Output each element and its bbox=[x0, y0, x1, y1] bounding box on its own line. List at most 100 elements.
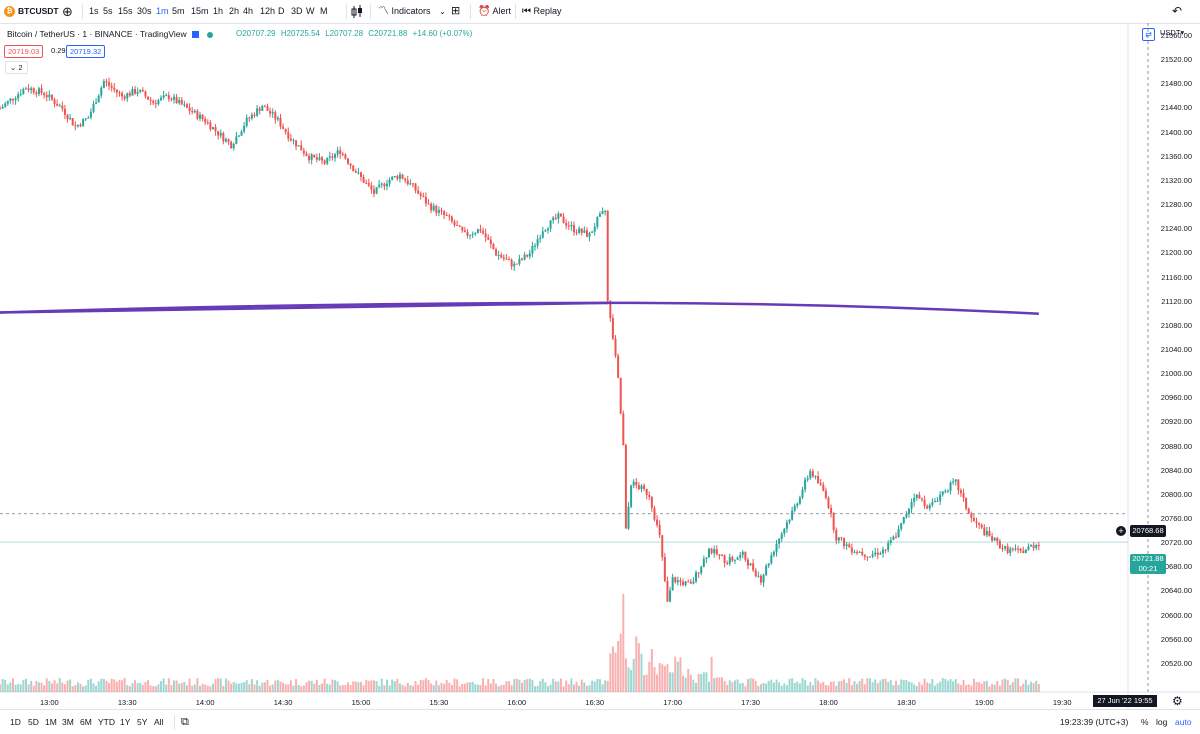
volume-bar bbox=[1035, 680, 1038, 692]
volume-bar bbox=[357, 682, 360, 692]
range-5Y[interactable]: 5Y bbox=[137, 717, 148, 727]
candle-type-icon[interactable] bbox=[351, 0, 365, 23]
candle-body bbox=[274, 112, 277, 120]
candle-body bbox=[321, 157, 324, 161]
alert-button[interactable]: ⏰ Alert bbox=[478, 0, 511, 23]
candle-body bbox=[554, 217, 557, 219]
currency-selector[interactable]: USDT▾ bbox=[1160, 28, 1184, 37]
range-6M[interactable]: 6M bbox=[80, 717, 92, 727]
candle-body bbox=[861, 551, 864, 555]
candle-body bbox=[211, 127, 214, 130]
volume-bar bbox=[546, 686, 549, 692]
candle-body bbox=[809, 471, 812, 479]
legend-title[interactable]: Bitcoin / TetherUS · 1 · BINANCE · Tradi… bbox=[7, 29, 187, 39]
interval-30s[interactable]: 30s bbox=[137, 6, 152, 16]
volume-bar bbox=[24, 678, 27, 692]
candle-body bbox=[700, 566, 703, 574]
interval-4h[interactable]: 4h bbox=[243, 6, 254, 16]
range-YTD[interactable]: YTD bbox=[98, 717, 115, 727]
interval-1s[interactable]: 1s bbox=[89, 6, 99, 16]
separator bbox=[470, 4, 471, 19]
volume-bar bbox=[375, 681, 378, 692]
volume-bar bbox=[134, 680, 137, 692]
candle-body bbox=[76, 124, 79, 127]
volume-bar bbox=[474, 684, 477, 692]
ask-price-box[interactable]: 20719.32 bbox=[66, 45, 106, 58]
volume-bar bbox=[754, 680, 757, 692]
candle-body bbox=[952, 481, 955, 483]
range-1Y[interactable]: 1Y bbox=[120, 717, 131, 727]
volume-bar bbox=[448, 682, 451, 692]
interval-12h[interactable]: 12h bbox=[260, 6, 276, 16]
volume-bar bbox=[671, 672, 674, 692]
candle-body bbox=[276, 117, 279, 120]
interval-5s[interactable]: 5s bbox=[103, 6, 113, 16]
undo-icon[interactable]: ↶ bbox=[1172, 4, 1183, 18]
candle-body bbox=[726, 562, 729, 564]
collapse-indicators-button[interactable]: ⌄ 2 bbox=[5, 61, 28, 74]
add-alert-icon[interactable]: + bbox=[1116, 526, 1126, 536]
range-1M[interactable]: 1M bbox=[45, 717, 57, 727]
candle-body bbox=[19, 93, 22, 95]
bid-price-box[interactable]: 20719.03 bbox=[4, 45, 44, 58]
time-tick-label: 13:00 bbox=[39, 698, 59, 707]
interval-1h[interactable]: 1h bbox=[213, 6, 224, 16]
volume-bar bbox=[40, 682, 43, 692]
indicator-line-curve bbox=[0, 301, 1039, 315]
auto-toggle[interactable]: auto bbox=[1175, 717, 1192, 727]
compare-add-icon[interactable]: ⊕ bbox=[62, 4, 73, 19]
volume-bar bbox=[66, 680, 69, 692]
percent-toggle[interactable]: % bbox=[1141, 717, 1149, 727]
range-1D[interactable]: 1D bbox=[10, 717, 21, 727]
candle-body bbox=[427, 203, 430, 205]
candle-body bbox=[658, 525, 661, 536]
replay-button[interactable]: ⏮ Replay bbox=[522, 0, 562, 23]
candle-body bbox=[180, 99, 183, 105]
interval-D[interactable]: D bbox=[278, 6, 285, 16]
volume-bar bbox=[250, 679, 253, 692]
candle-body bbox=[972, 517, 975, 522]
interval-1m[interactable]: 1m bbox=[156, 6, 169, 16]
volume-bar bbox=[463, 683, 466, 692]
candle-body bbox=[50, 94, 53, 100]
volume-bar bbox=[261, 682, 264, 692]
scroll-to-realtime-icon[interactable]: ⇄ bbox=[1142, 28, 1155, 41]
interval-2h[interactable]: 2h bbox=[229, 6, 240, 16]
candle-body bbox=[201, 114, 204, 120]
price-chart[interactable] bbox=[0, 23, 1200, 709]
time-tick-label: 16:00 bbox=[507, 698, 527, 707]
interval-15m[interactable]: 15m bbox=[191, 6, 209, 16]
candle-body bbox=[850, 547, 853, 553]
candle-body bbox=[302, 150, 305, 154]
candle-body bbox=[739, 554, 742, 558]
volume-bar bbox=[980, 683, 983, 692]
candle-body bbox=[695, 572, 698, 582]
log-toggle[interactable]: log bbox=[1156, 717, 1168, 727]
candle-body bbox=[121, 93, 124, 97]
layout-grid-icon[interactable]: ⊞ bbox=[451, 5, 461, 17]
range-All[interactable]: All bbox=[154, 717, 164, 727]
range-3M[interactable]: 3M bbox=[62, 717, 74, 727]
interval-W[interactable]: W bbox=[306, 6, 315, 16]
volume-bar bbox=[804, 679, 807, 692]
range-5D[interactable]: 5D bbox=[28, 717, 39, 727]
volume-bar bbox=[149, 685, 152, 692]
volume-bar bbox=[131, 683, 134, 692]
price-tick-label: 20960.00 bbox=[1160, 393, 1192, 403]
price-tick-label: 21240.00 bbox=[1160, 224, 1192, 234]
candle-body bbox=[830, 507, 833, 513]
indicator-count: 2 bbox=[18, 63, 23, 72]
candle-body bbox=[0, 108, 1, 110]
volume-bar bbox=[853, 681, 856, 692]
volume-bar bbox=[967, 684, 970, 692]
symbol-label: BTCUSDT bbox=[18, 6, 59, 16]
go-to-date-icon[interactable]: ⧉ bbox=[181, 716, 189, 728]
candle-body bbox=[523, 254, 526, 260]
candle-body bbox=[866, 556, 869, 558]
indicators-button[interactable]: 〽 Indicators ⌄ bbox=[378, 0, 446, 23]
settings-gear-icon[interactable]: ⚙ bbox=[1172, 694, 1183, 708]
interval-3D[interactable]: 3D bbox=[291, 6, 303, 16]
interval-15s[interactable]: 15s bbox=[118, 6, 133, 16]
interval-M[interactable]: M bbox=[320, 6, 328, 16]
interval-5m[interactable]: 5m bbox=[172, 6, 185, 16]
